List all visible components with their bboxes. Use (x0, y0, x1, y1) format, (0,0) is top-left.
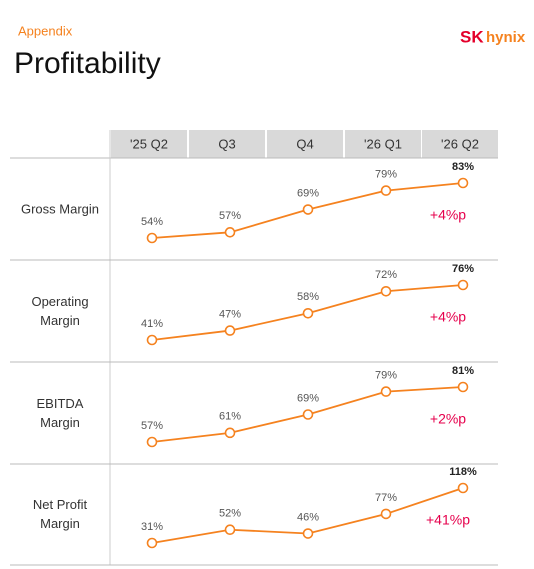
value-label: 79% (375, 168, 397, 180)
value-label: 69% (297, 392, 319, 404)
marker (146, 436, 158, 448)
value-label: 57% (141, 420, 163, 432)
value-label: 41% (141, 318, 163, 330)
marker (224, 524, 236, 536)
column-header-cell (422, 130, 498, 158)
value-label: 76% (452, 263, 474, 275)
row-label: Net Profit Margin (32, 497, 88, 531)
marker (224, 227, 236, 238)
marker (146, 537, 158, 549)
column-header: '26 Q1 (364, 136, 402, 151)
value-label: 58% (297, 291, 319, 303)
value-label: 77% (375, 492, 397, 504)
row-label: Operating Margin (31, 294, 89, 328)
marker (457, 482, 469, 494)
column-header-cell (111, 130, 187, 158)
marker (380, 285, 392, 297)
column-header-cell (189, 130, 265, 158)
row-label: EBITDA Margin (36, 396, 84, 430)
column-header-cell (267, 130, 343, 158)
marker (380, 508, 392, 520)
value-label: 47% (219, 308, 241, 320)
marker (224, 427, 236, 439)
value-label: 81% (452, 365, 474, 377)
marker (457, 279, 469, 291)
change-annotation: +41%p (426, 512, 470, 528)
marker (380, 386, 392, 397)
value-label: 118% (449, 466, 477, 478)
marker (146, 232, 158, 244)
section-label: Appendix (18, 23, 73, 38)
column-header: Q4 (296, 136, 313, 151)
value-label: 57% (219, 210, 241, 222)
logo-hynix: hynix (486, 29, 526, 46)
column-header: '25 Q2 (130, 136, 168, 151)
column-header: Q3 (218, 136, 235, 151)
column-header: '26 Q2 (441, 136, 479, 151)
marker (146, 334, 158, 346)
logo-sk: SK (460, 27, 484, 46)
change-annotation: +4%p (430, 309, 466, 325)
marker (457, 177, 469, 189)
value-label: 72% (375, 269, 397, 281)
marker (457, 381, 469, 393)
marker (224, 325, 236, 336)
page-title: Profitability (14, 47, 161, 80)
value-label: 83% (452, 161, 474, 173)
value-label: 69% (297, 187, 319, 199)
row-label: Gross Margin (20, 201, 100, 217)
value-label: 61% (219, 411, 241, 423)
marker (302, 528, 314, 539)
marker (302, 204, 314, 215)
value-label: 46% (297, 511, 319, 523)
marker (380, 185, 392, 196)
change-annotation: +4%p (430, 207, 466, 223)
value-label: 54% (141, 216, 163, 228)
value-label: 31% (141, 521, 163, 533)
column-header-cell (345, 130, 421, 158)
change-annotation: +2%p (430, 411, 466, 427)
marker (302, 307, 314, 319)
value-label: 52% (219, 508, 241, 520)
value-label: 79% (375, 369, 397, 381)
marker (302, 409, 314, 420)
